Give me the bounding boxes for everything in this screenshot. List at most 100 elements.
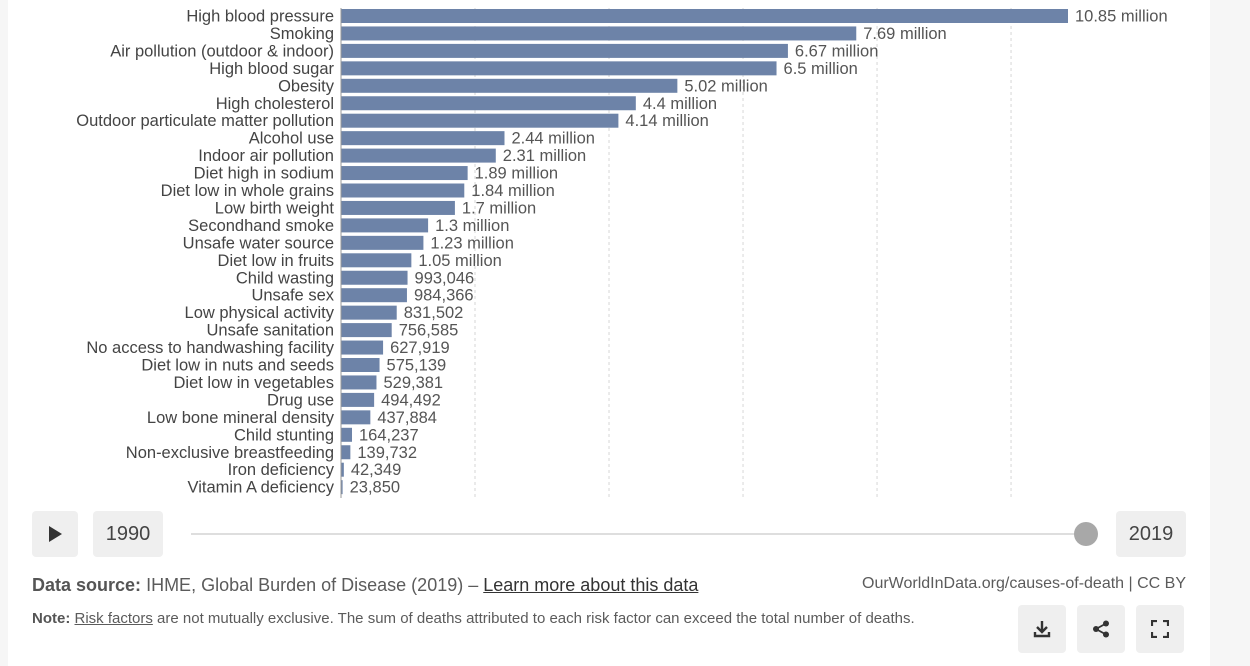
value-label: 2.31 million xyxy=(503,147,586,165)
note-text: are not mutually exclusive. The sum of d… xyxy=(157,610,915,627)
value-label: 4.14 million xyxy=(625,112,708,130)
value-label: 6.5 million xyxy=(784,60,858,78)
value-label: 4.4 million xyxy=(643,95,717,113)
bar[interactable] xyxy=(341,26,857,41)
bar[interactable] xyxy=(341,61,777,76)
bar[interactable] xyxy=(341,148,496,163)
bar[interactable] xyxy=(341,96,636,111)
category-label: Non-exclusive breastfeeding xyxy=(126,444,334,462)
bar[interactable] xyxy=(341,410,371,425)
value-label: 437,884 xyxy=(377,409,437,427)
timeline-slider-track[interactable] xyxy=(191,533,1097,535)
category-label: Diet high in sodium xyxy=(194,165,334,183)
category-label: Unsafe sex xyxy=(251,287,334,305)
category-label: Iron deficiency xyxy=(228,461,335,479)
share-button[interactable] xyxy=(1077,605,1125,653)
fullscreen-icon xyxy=(1151,620,1169,638)
category-label: Low physical activity xyxy=(185,304,335,322)
bar[interactable] xyxy=(341,183,465,198)
bar[interactable] xyxy=(341,43,788,58)
value-label: 575,139 xyxy=(387,357,447,375)
category-label: Child wasting xyxy=(236,269,334,287)
bar[interactable] xyxy=(341,358,380,372)
bars xyxy=(341,9,1068,495)
value-label: 984,366 xyxy=(414,287,474,305)
value-label: 1.23 million xyxy=(430,234,513,252)
category-label: High cholesterol xyxy=(216,95,334,113)
timeline-slider-handle[interactable] xyxy=(1074,522,1098,546)
bar[interactable] xyxy=(341,200,455,215)
category-label: Air pollution (outdoor & indoor) xyxy=(110,42,334,60)
bar[interactable] xyxy=(341,340,384,355)
bar[interactable] xyxy=(341,166,468,181)
category-label: Outdoor particulate matter pollution xyxy=(76,112,334,130)
share-icon xyxy=(1093,620,1109,638)
category-label: No access to handwashing facility xyxy=(86,339,334,357)
bar[interactable] xyxy=(341,235,424,250)
timeline-end-year[interactable]: 2019 xyxy=(1116,511,1186,557)
bar[interactable] xyxy=(341,131,505,146)
value-label: 23,850 xyxy=(350,479,400,497)
category-label: Unsafe water source xyxy=(183,234,334,252)
learn-more-link[interactable]: Learn more about this data xyxy=(483,575,699,595)
timeline-start-year[interactable]: 1990 xyxy=(93,511,163,557)
bar[interactable] xyxy=(341,270,408,285)
data-source: Data source: IHME, Global Burden of Dise… xyxy=(32,575,698,596)
value-label: 6.67 million xyxy=(795,42,878,60)
bar[interactable] xyxy=(341,78,678,93)
category-label: Diet low in whole grains xyxy=(161,182,334,200)
bar[interactable] xyxy=(341,323,392,338)
download-icon xyxy=(1033,621,1051,638)
value-label: 1.7 million xyxy=(462,199,536,217)
download-button[interactable] xyxy=(1018,605,1066,653)
data-source-label: Data source: xyxy=(32,575,142,595)
play-button[interactable] xyxy=(32,511,78,557)
bar[interactable] xyxy=(341,9,1068,23)
gridlines xyxy=(474,8,1012,498)
bar[interactable] xyxy=(341,253,412,268)
data-source-text: IHME, Global Burden of Disease (2019) – xyxy=(146,575,479,595)
value-label: 756,585 xyxy=(399,322,459,340)
value-label: 1.89 million xyxy=(475,165,558,183)
value-label: 139,732 xyxy=(357,444,417,462)
chart-note: Note: Risk factors are not mutually excl… xyxy=(32,609,962,629)
value-label: 831,502 xyxy=(404,304,464,322)
category-label: Alcohol use xyxy=(249,130,334,148)
category-label: Indoor air pollution xyxy=(198,147,334,165)
play-icon xyxy=(49,526,62,542)
bar[interactable] xyxy=(341,427,353,442)
value-label: 494,492 xyxy=(381,391,441,409)
category-label: Diet low in nuts and seeds xyxy=(141,357,334,375)
category-label: Obesity xyxy=(278,77,335,95)
fullscreen-button[interactable] xyxy=(1136,605,1184,653)
category-label: Smoking xyxy=(270,25,334,43)
category-label: Diet low in vegetables xyxy=(173,374,334,392)
risk-factors-link[interactable]: Risk factors xyxy=(74,610,153,627)
attribution[interactable]: OurWorldInData.org/causes-of-death | CC … xyxy=(862,575,1186,592)
category-label: High blood sugar xyxy=(209,60,334,78)
category-label: Vitamin A deficiency xyxy=(188,479,335,497)
bar[interactable] xyxy=(341,392,375,407)
bar[interactable] xyxy=(341,462,344,477)
note-label: Note: xyxy=(32,610,71,627)
value-label: 10.85 million xyxy=(1075,8,1168,26)
bar[interactable] xyxy=(341,288,407,303)
bar[interactable] xyxy=(341,218,429,233)
category-label: High blood pressure xyxy=(186,8,334,26)
category-label: Child stunting xyxy=(234,426,334,444)
category-label: Drug use xyxy=(267,391,334,409)
value-label: 1.3 million xyxy=(435,217,509,235)
category-label: Low bone mineral density xyxy=(147,409,335,427)
category-label: Unsafe sanitation xyxy=(207,322,335,340)
bar[interactable] xyxy=(341,375,377,390)
category-label: Secondhand smoke xyxy=(188,217,334,235)
category-label: Low birth weight xyxy=(215,199,335,217)
bar[interactable] xyxy=(341,480,343,495)
value-label: 42,349 xyxy=(351,461,401,479)
bar[interactable] xyxy=(341,305,397,320)
bar[interactable] xyxy=(341,445,351,460)
value-label: 529,381 xyxy=(383,374,443,392)
bar[interactable] xyxy=(341,113,619,128)
